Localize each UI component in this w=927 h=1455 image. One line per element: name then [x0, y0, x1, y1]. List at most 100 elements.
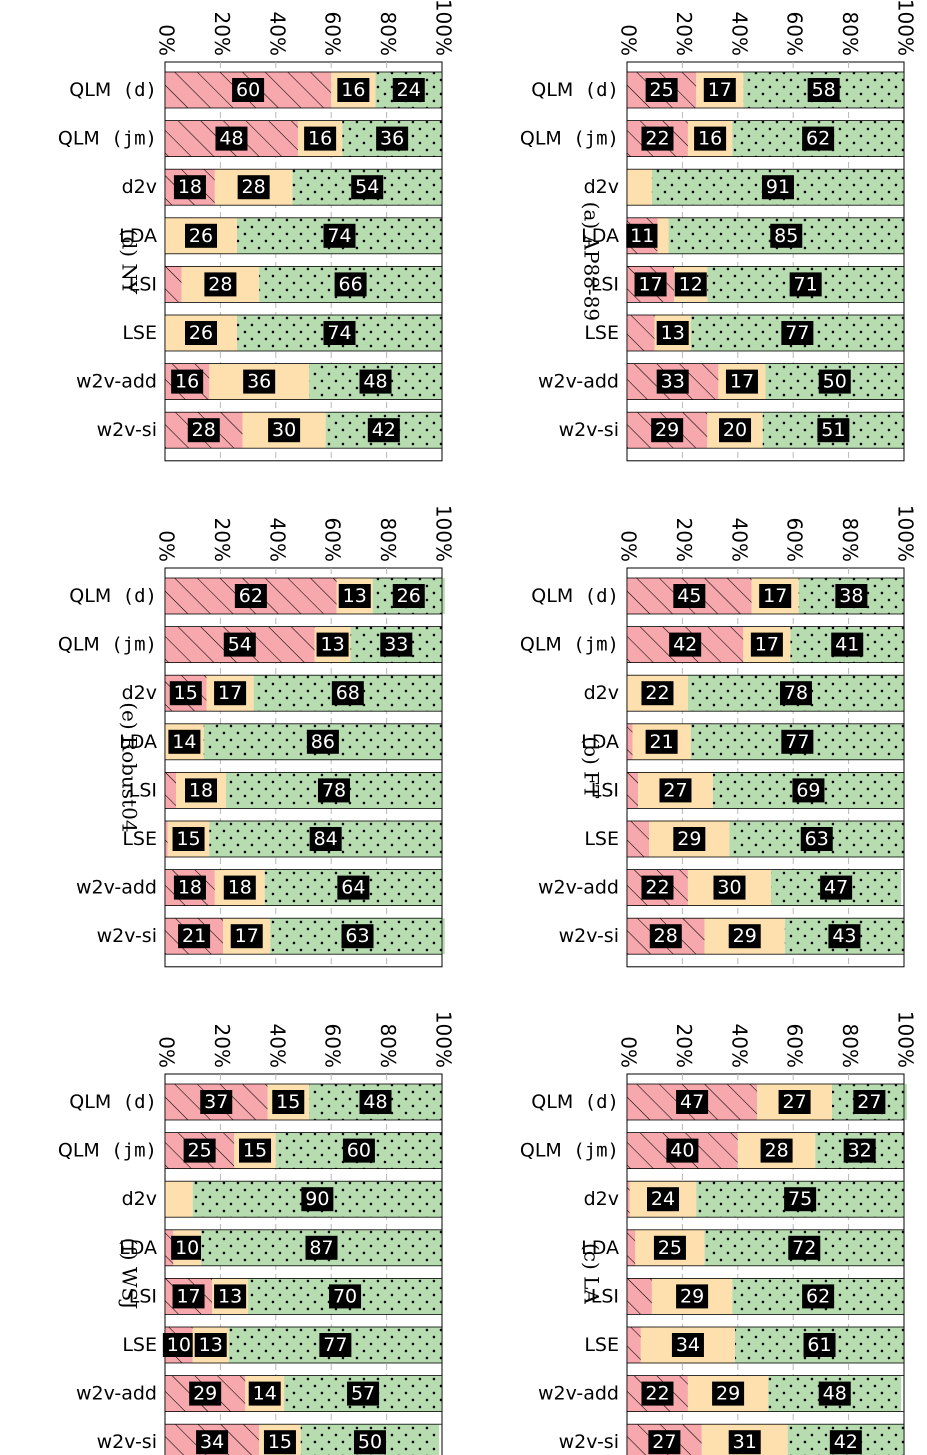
data-label-text: 15 — [176, 828, 200, 850]
data-label: 17 — [703, 78, 736, 102]
data-label-text: 34 — [676, 1334, 700, 1356]
data-label: 78 — [779, 681, 812, 706]
bar-outline — [626, 1229, 905, 1267]
data-label: 18 — [173, 175, 206, 200]
data-label-box — [329, 1284, 362, 1309]
data-label-box — [626, 223, 659, 248]
data-label: 22 — [641, 1381, 674, 1406]
data-label-box — [792, 778, 825, 803]
data-label-text: 77 — [323, 1334, 347, 1356]
bar-outline — [164, 771, 443, 809]
bar-outline — [164, 314, 443, 352]
category-label: d2v — [122, 1188, 157, 1210]
data-label-box — [802, 126, 835, 151]
data-label-text: 28 — [654, 925, 678, 947]
data-label: 37 — [200, 1090, 233, 1114]
tick-label: 40% — [727, 518, 751, 562]
tick-label: 60% — [783, 518, 807, 562]
data-label-box — [359, 369, 392, 394]
data-label: 28 — [760, 1138, 793, 1163]
tick-label: 20% — [672, 1024, 696, 1068]
category-label: QLM (d) — [69, 585, 157, 607]
bar-outline — [164, 1180, 443, 1218]
data-label-text: 17 — [638, 273, 662, 295]
data-label-box — [818, 1381, 851, 1406]
data-label: 11 — [626, 223, 659, 248]
data-label-text: 54 — [228, 634, 252, 656]
category-label: LSI — [129, 1285, 157, 1307]
data-label-box — [172, 1284, 205, 1309]
tick-label: 20% — [210, 518, 234, 562]
data-label-box — [223, 632, 256, 657]
data-label-box — [645, 78, 678, 102]
bar-group: 62 13 26 — [164, 577, 445, 615]
data-label: 29 — [673, 827, 706, 851]
category-label: QLM (d) — [531, 79, 619, 101]
data-label: 41 — [831, 632, 864, 657]
bar-outline — [626, 626, 905, 663]
bar-group: 21 77 — [626, 723, 905, 761]
data-label: 17 — [759, 584, 792, 608]
data-label: 16 — [171, 369, 204, 394]
data-label-box — [392, 584, 425, 608]
data-label: 29 — [651, 418, 684, 443]
data-label-text: 48 — [363, 1091, 387, 1113]
bar-segment — [165, 1181, 193, 1218]
bar-outline — [626, 1132, 905, 1169]
tick-label: 100% — [894, 505, 918, 562]
data-label-box — [828, 924, 861, 949]
data-label-box — [770, 223, 803, 248]
panel-caption: (a) AP88-89 — [580, 202, 604, 321]
data-label-box — [304, 126, 337, 151]
data-label-text: 17 — [235, 925, 259, 947]
category-label: LDA — [581, 730, 619, 752]
data-label: 27 — [778, 1090, 811, 1114]
data-label-box — [334, 272, 367, 297]
bar-group: 16 36 48 — [164, 363, 443, 401]
bar-segment — [627, 169, 652, 206]
bar-outline — [626, 411, 905, 449]
data-label-text: 26 — [397, 585, 421, 607]
bar-group: 22 78 — [626, 674, 905, 712]
bar-group: 25 72 — [626, 1229, 905, 1267]
data-label: 27 — [659, 778, 692, 803]
data-label-box — [778, 1090, 811, 1114]
bar-group: 27 31 42 — [626, 1423, 905, 1455]
bar-group: 91 — [626, 168, 905, 206]
tick-label: 60% — [321, 1024, 345, 1068]
bar-group: 28 66 — [164, 265, 443, 303]
data-label-box — [353, 1430, 386, 1455]
data-label-box — [200, 1090, 233, 1114]
data-label: 22 — [641, 126, 674, 151]
data-label: 62 — [234, 584, 267, 608]
data-label: 15 — [239, 1138, 272, 1163]
data-label-text: 60 — [236, 79, 260, 101]
data-label-text: 21 — [182, 925, 206, 947]
data-label: 84 — [309, 827, 342, 851]
bar-outline — [164, 1229, 443, 1267]
data-label: 54 — [351, 175, 384, 200]
data-label: 63 — [341, 924, 374, 949]
data-label-box — [759, 584, 792, 608]
bar-outline — [626, 120, 905, 157]
data-label: 22 — [641, 681, 674, 706]
data-label: 29 — [676, 1284, 709, 1309]
plot-frame — [626, 1073, 905, 1455]
data-label-box — [359, 1090, 392, 1114]
data-label-box — [676, 1090, 709, 1114]
data-label-text: 18 — [228, 877, 252, 899]
data-label: 38 — [835, 584, 868, 608]
data-label-box — [323, 223, 356, 248]
data-label: 17 — [634, 272, 667, 297]
data-label-box — [337, 875, 370, 900]
data-label-text: 75 — [788, 1188, 812, 1210]
data-label: 25 — [183, 1138, 216, 1163]
data-label: 15 — [272, 1090, 305, 1114]
data-label-box — [669, 632, 702, 657]
data-label: 75 — [784, 1187, 817, 1212]
tick-label: 60% — [783, 1024, 807, 1068]
plot-frame — [626, 61, 905, 462]
bar-group: 24 75 — [626, 1180, 905, 1218]
tick-label: 20% — [672, 12, 696, 56]
data-label: 71 — [789, 272, 822, 297]
